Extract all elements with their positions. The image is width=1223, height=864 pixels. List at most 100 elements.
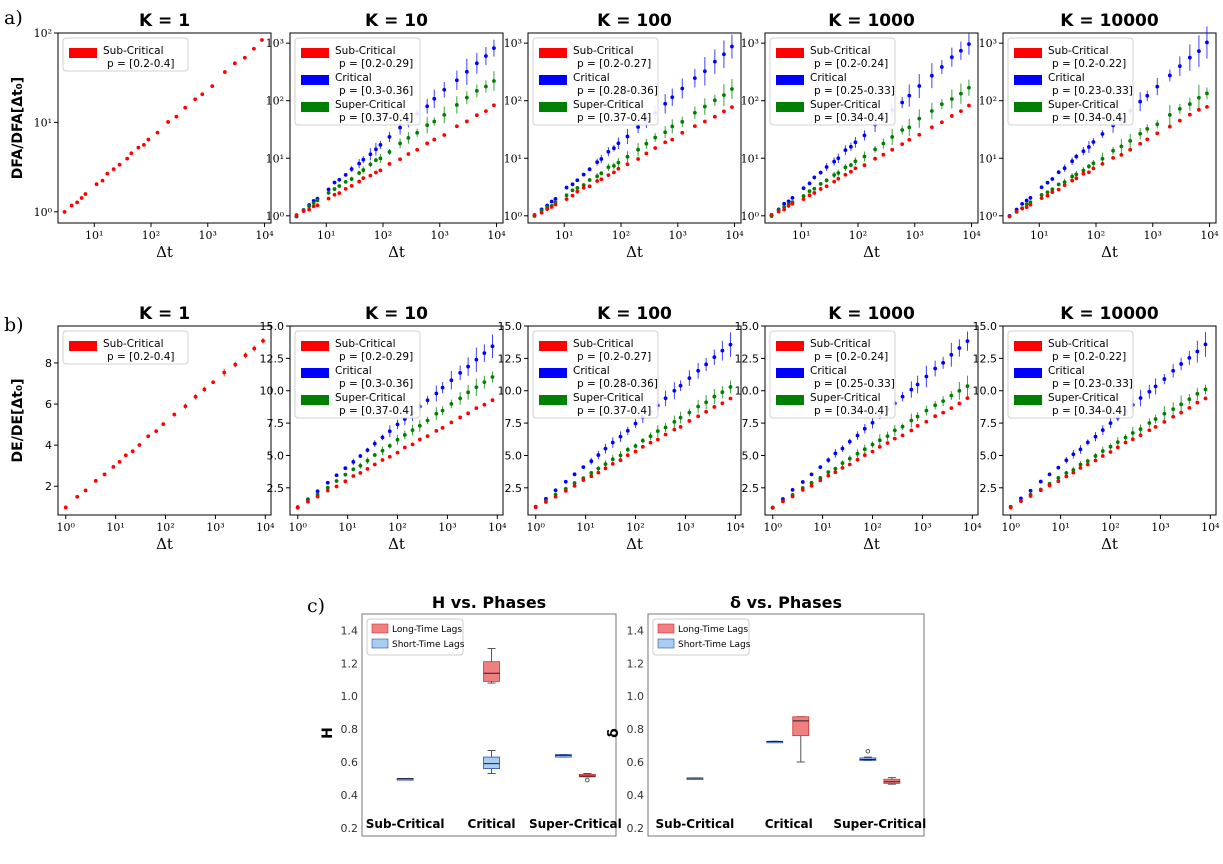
- legend-label: Short-Time Lags: [392, 640, 465, 650]
- short-box: [483, 756, 500, 769]
- super-critical-point: [564, 193, 569, 198]
- panel-title: K = 10: [365, 11, 428, 31]
- sub-critical-point: [343, 479, 348, 484]
- sub-critical-point: [79, 196, 84, 200]
- sub-critical-point: [1091, 166, 1096, 171]
- critical-point: [380, 435, 385, 440]
- sub-critical-point: [464, 119, 469, 124]
- y-tick-label: 7.5: [505, 417, 523, 430]
- legend-range: p = [0.34-0.4]: [1052, 112, 1126, 124]
- category-label: Super-Critical: [833, 817, 926, 831]
- super-critical-point: [1081, 168, 1086, 173]
- sub-critical-point: [1179, 410, 1184, 415]
- critical-point: [949, 55, 954, 60]
- critical-point: [549, 199, 554, 204]
- y-tick-label: 5.0: [267, 449, 285, 462]
- super-critical-point: [812, 186, 817, 191]
- critical-point: [824, 165, 829, 169]
- super-critical-point: [337, 184, 342, 188]
- critical-point: [836, 156, 841, 161]
- y-tick-label: 12.5: [973, 352, 998, 365]
- super-critical-point: [606, 165, 611, 170]
- super-critical-point: [728, 385, 733, 389]
- sub-critical-point: [849, 169, 853, 174]
- critical-point: [1177, 64, 1182, 69]
- legend-range: p = [0.2-0.27]: [577, 351, 651, 363]
- critical-point: [572, 472, 577, 477]
- critical-point: [840, 446, 845, 451]
- super-critical-point: [361, 168, 366, 172]
- super-critical-point: [1024, 202, 1029, 207]
- sub-critical-point: [1100, 454, 1105, 458]
- sub-critical-point: [387, 454, 392, 459]
- critical-point: [1071, 452, 1076, 457]
- panel-title: K = 1: [139, 11, 190, 31]
- y-tick-label: 10¹: [979, 152, 997, 165]
- legend-swatch: [776, 395, 804, 405]
- x-axis-label: Δt: [863, 535, 880, 553]
- y-tick-label: 10³: [741, 37, 759, 50]
- critical-point: [900, 100, 905, 105]
- sub-critical-point: [484, 109, 488, 113]
- super-critical-point: [402, 433, 407, 437]
- sub-critical-point: [722, 109, 726, 114]
- super-critical-point: [587, 178, 592, 182]
- sub-critical-point: [161, 422, 166, 427]
- panel-a-4: K = 10000 10¹ 10² 10³ 10⁴ 10⁰ 10¹ 10² 10³ Δt Sub-C…: [979, 11, 1220, 261]
- x-tick-label: 10²: [374, 229, 392, 242]
- critical-point: [633, 421, 638, 426]
- critical-point: [853, 140, 858, 145]
- super-critical-point: [1078, 462, 1083, 467]
- super-critical-point: [870, 442, 875, 447]
- sub-critical-point: [111, 167, 116, 172]
- super-critical-point: [482, 380, 487, 385]
- critical-point: [1155, 84, 1160, 89]
- category-label: Critical: [468, 817, 516, 831]
- sub-critical-point: [378, 168, 383, 173]
- critical-point: [1024, 198, 1029, 203]
- long-box: [483, 661, 500, 682]
- super-critical-point: [1108, 444, 1113, 449]
- legend-swatch: [301, 368, 329, 378]
- x-tick-label: 10⁴: [1200, 229, 1219, 242]
- x-tick-label: 10⁴: [488, 521, 507, 534]
- panel-title: K = 1000: [828, 304, 915, 324]
- legend-range: p = [0.3-0.36]: [339, 378, 413, 390]
- sub-critical-point: [474, 406, 479, 411]
- legend-label: Sub-Critical: [573, 338, 634, 350]
- sub-critical-point: [801, 197, 806, 202]
- super-critical-point: [610, 457, 615, 462]
- legend-box: [652, 618, 750, 656]
- x-tick-label: 10¹: [106, 521, 124, 534]
- critical-point: [967, 42, 971, 47]
- y-tick-label: 10²: [34, 27, 52, 40]
- sub-critical-point: [1162, 419, 1167, 424]
- critical-point: [581, 172, 586, 177]
- x-tick-label: 10³: [913, 521, 931, 534]
- x-tick-label: 10⁰: [1002, 521, 1021, 534]
- y-axis-label: δ: [606, 728, 622, 738]
- sub-critical-point: [941, 410, 946, 415]
- sub-critical-point: [294, 213, 299, 217]
- legend-swatch: [539, 48, 567, 58]
- critical-point: [484, 54, 488, 58]
- sub-critical-point: [881, 152, 886, 157]
- panel-title: δ vs. Phases: [730, 593, 842, 612]
- sub-critical-point: [818, 478, 823, 483]
- super-critical-point: [873, 147, 877, 152]
- sub-critical-point: [425, 434, 430, 439]
- super-critical-point: [380, 448, 385, 453]
- legend-swatch: [539, 368, 567, 378]
- critical-point: [351, 460, 356, 464]
- sub-critical-point: [1024, 205, 1029, 210]
- legend: Long-Time Lags Short-Time Lags: [652, 618, 751, 656]
- sub-critical-point: [1119, 152, 1124, 157]
- super-critical-point: [1195, 391, 1200, 396]
- super-critical-point: [877, 438, 882, 443]
- sub-critical-point: [449, 420, 454, 425]
- critical-point: [1171, 368, 1176, 373]
- y-tick-label: 0.4: [341, 789, 359, 802]
- legend-label: Super-Critical: [335, 392, 406, 404]
- critical-point: [949, 352, 954, 357]
- sub-critical-point: [730, 105, 734, 110]
